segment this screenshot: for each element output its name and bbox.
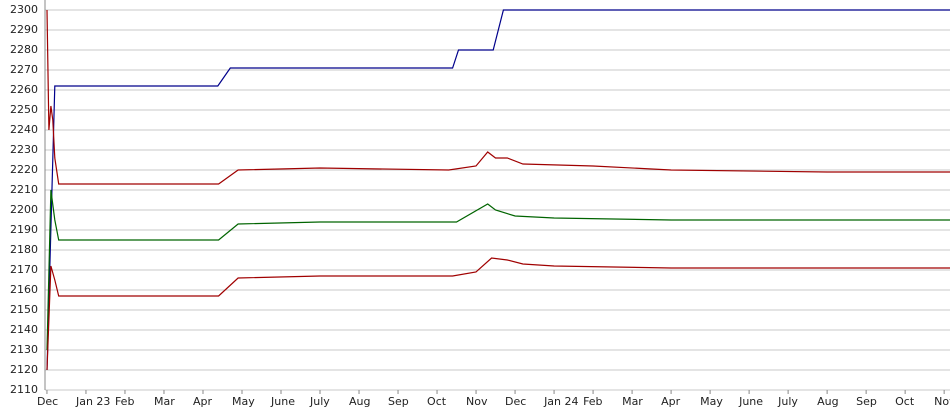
y-tick-label: 2120 [10,363,38,376]
x-tick-label: Dec [505,395,526,408]
x-tick-label: May [232,395,255,408]
x-tick-label: Apr [661,395,681,408]
y-tick-label: 2300 [10,3,38,16]
y-tick-label: 2260 [10,83,38,96]
y-tick-label: 2110 [10,383,38,396]
x-tick-label: Nov [466,395,488,408]
x-tick-label: June [738,395,763,408]
line [46,9,950,185]
y-tick-label: 2250 [10,103,38,116]
y-tick-label: 2280 [10,43,38,56]
x-tick-label: Jan 23 [75,395,110,408]
x-tick-label: June [270,395,295,408]
x-tick-label: July [777,395,798,408]
x-tick-label: Feb [115,395,134,408]
x-tick-label: Aug [817,395,838,408]
line [46,257,950,371]
x-tick-label: Aug [349,395,370,408]
x-tick-label: Dec [37,395,58,408]
x-tick-label: Oct [427,395,447,408]
x-tick-label: July [309,395,330,408]
line [46,9,950,371]
y-tick-label: 2140 [10,323,38,336]
y-tick-label: 2270 [10,63,38,76]
y-tick-label: 2240 [10,123,38,136]
y-tick-label: 2160 [10,283,38,296]
y-tick-label: 2220 [10,163,38,176]
x-tick-label: Sep [856,395,877,408]
x-tick-label: Apr [193,395,213,408]
y-tick-label: 2230 [10,143,38,156]
line [46,189,950,351]
x-tick-label: Sep [388,395,409,408]
y-tick-label: 2200 [10,203,38,216]
y-tick-label: 2170 [10,263,38,276]
x-tick-label: Mar [154,395,175,408]
x-tick-label: Jan 24 [543,395,578,408]
y-tick-label: 2290 [10,23,38,36]
x-tick-label: Mar [622,395,643,408]
y-tick-label: 2190 [10,223,38,236]
y-tick-label: 2150 [10,303,38,316]
x-tick-label: Nov [934,395,950,408]
y-tick-label: 2180 [10,243,38,256]
y-tick-label: 2130 [10,343,38,356]
x-tick-label: Oct [895,395,915,408]
y-tick-label: 2210 [10,183,38,196]
x-tick-label: May [700,395,723,408]
x-tick-label: Feb [583,395,602,408]
